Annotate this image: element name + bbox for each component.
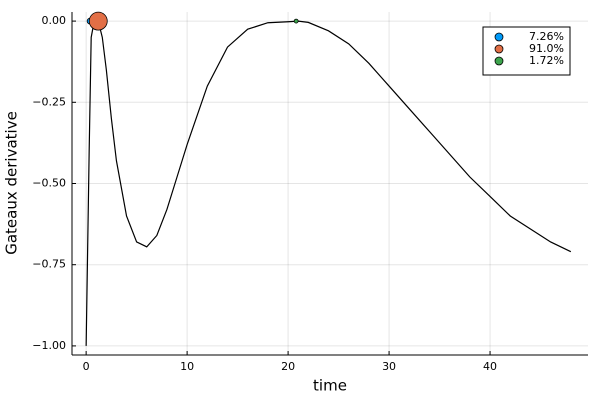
x-tick-label: 30 [382,360,396,373]
scatter-point [88,11,108,31]
legend-label: 1.72% [529,54,564,67]
line [85,20,572,346]
legend-marker [494,32,504,42]
y-axis-label: Gateaux derivative [3,111,21,255]
legend-label: 7.26% [529,30,564,43]
y-tick-label: 0.00 [42,14,67,27]
legend-marker [494,56,504,66]
x-tick-label: 0 [83,360,90,373]
x-tick-label: 20 [281,360,295,373]
y-tick-label: −0.75 [32,258,66,271]
x-tick-label: 40 [483,360,497,373]
y-tick-label: −0.50 [32,177,66,190]
legend-marker [494,44,504,54]
scatter-point [293,18,299,24]
x-tick-label: 10 [180,360,194,373]
x-axis-label: time [313,377,347,395]
y-tick-label: −0.25 [32,95,66,108]
legend-label: 91.0% [529,42,564,55]
y-tick-label: −1.00 [32,339,66,352]
